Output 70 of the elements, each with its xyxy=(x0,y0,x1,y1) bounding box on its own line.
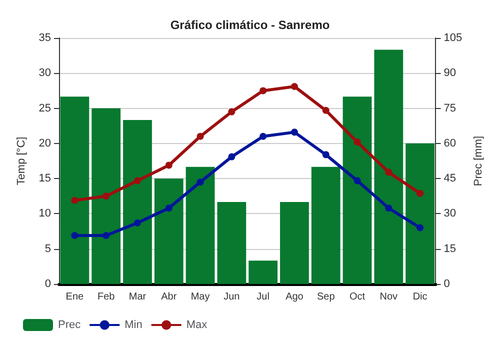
point xyxy=(260,132,267,140)
y2-tick-label: 15 xyxy=(444,242,456,255)
bar xyxy=(374,50,404,284)
x-tick-label: Jul xyxy=(256,292,270,302)
point xyxy=(134,177,141,184)
point xyxy=(71,232,78,239)
bar xyxy=(154,178,184,284)
x-tick-label: Ago xyxy=(286,292,304,302)
y-axis-title: Temp [°C] xyxy=(16,136,28,186)
bar xyxy=(92,108,121,284)
x-tick-label: Sep xyxy=(316,292,336,302)
x-tick-label: Oct xyxy=(349,292,366,302)
legend-label: Prec xyxy=(58,319,82,331)
y2-tick-label: 0 xyxy=(444,278,450,290)
y2-tick-label: 30 xyxy=(444,208,456,220)
point xyxy=(385,204,392,212)
point xyxy=(102,232,110,239)
point xyxy=(165,162,172,169)
y-tick-label: 35 xyxy=(38,32,51,44)
legend-label: Min xyxy=(124,319,142,331)
point xyxy=(354,177,361,184)
x-tick-label: Mar xyxy=(128,292,147,302)
bar xyxy=(280,202,309,284)
y2-axis-title: Prec [mm] xyxy=(472,136,484,186)
point xyxy=(165,204,172,212)
y-tick-label: 15 xyxy=(38,172,51,185)
bar xyxy=(186,166,215,284)
bar xyxy=(60,96,90,284)
x-tick-label: May xyxy=(190,292,210,302)
bar xyxy=(123,120,152,284)
y-tick-label: 10 xyxy=(38,208,51,220)
x-tick-label: Nov xyxy=(380,292,398,302)
point xyxy=(228,153,236,160)
point xyxy=(134,219,141,226)
point xyxy=(260,87,267,94)
legend-label: Max xyxy=(186,319,208,331)
bar xyxy=(217,202,246,284)
y2-tick-label: 90 xyxy=(444,67,456,80)
point xyxy=(290,83,298,90)
bar xyxy=(248,260,278,284)
chart-title: Gráfico climático - Sanremo xyxy=(170,18,330,32)
x-tick-label: Jun xyxy=(224,292,240,302)
x-tick-label: Ene xyxy=(66,292,84,302)
point xyxy=(71,196,78,204)
bar xyxy=(406,143,434,284)
bar xyxy=(311,166,340,284)
y2-tick-label: 105 xyxy=(444,32,462,44)
point xyxy=(385,168,392,176)
point xyxy=(322,151,330,158)
y-tick-label: 5 xyxy=(44,242,51,255)
y-tick-label: 25 xyxy=(38,102,51,114)
x-tick-label: Dic xyxy=(412,292,428,302)
y2-tick-label: 45 xyxy=(444,172,456,185)
point xyxy=(228,108,236,116)
point xyxy=(102,192,110,200)
y-tick-label: 20 xyxy=(38,137,51,150)
y2-tick-label: 60 xyxy=(444,137,456,150)
point xyxy=(416,224,424,232)
y-tick-label: 0 xyxy=(44,278,51,290)
point xyxy=(322,106,330,114)
point xyxy=(416,190,424,197)
point xyxy=(354,138,361,146)
point xyxy=(196,178,204,186)
y2-tick-label: 75 xyxy=(444,102,456,114)
y-tick-label: 30 xyxy=(38,67,51,80)
point xyxy=(196,132,204,140)
x-tick-label: Feb xyxy=(97,292,116,302)
point xyxy=(290,128,298,136)
x-tick-label: Abr xyxy=(161,292,178,302)
bar xyxy=(342,96,372,284)
